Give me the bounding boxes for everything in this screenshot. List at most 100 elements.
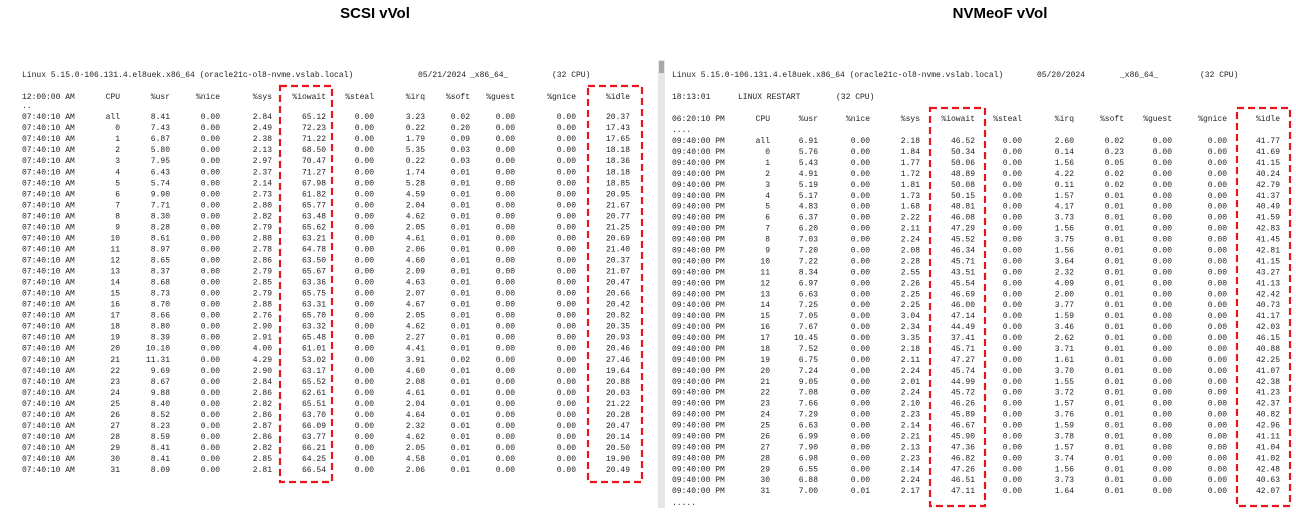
scrollbar-thumb: [659, 61, 664, 73]
table-cell: 0.00: [496, 389, 515, 398]
table-cell: 0.00: [1153, 443, 1172, 452]
table-cell: 0.00: [355, 279, 374, 288]
table-cell: 0.00: [851, 181, 870, 190]
column-header: CPU: [756, 115, 771, 124]
table-cell: 4.91: [799, 170, 818, 179]
table-cell: 25: [110, 400, 120, 409]
table-cell: 0.00: [851, 312, 870, 321]
table-cell: 0.00: [1003, 367, 1022, 376]
table-cell: 18: [110, 323, 120, 332]
table-cell: 2.10: [901, 400, 920, 409]
table-cell: 0.00: [355, 157, 374, 166]
table-cell: 0.00: [557, 157, 576, 166]
table-cell: 0.01: [1105, 279, 1124, 288]
table-cell: 0.00: [496, 245, 515, 254]
table-cell: 29: [760, 465, 770, 474]
table-cell: 71.22: [302, 135, 326, 144]
table-cell: 2: [115, 146, 120, 155]
table-cell: 0.00: [557, 356, 576, 365]
table-cell: 07:40:10 AM: [22, 212, 75, 221]
table-cell: 61.82: [302, 190, 326, 199]
table-cell: 3.73: [1055, 214, 1074, 223]
table-cell: 09:40:00 PM: [672, 181, 725, 190]
table-cell: 31: [760, 487, 770, 496]
table-cell: 0.00: [496, 444, 515, 453]
table-cell: 0.00: [1003, 247, 1022, 256]
table-cell: 0.00: [1208, 203, 1227, 212]
table-cell: 0.00: [1003, 279, 1022, 288]
table-cell: 53.02: [302, 356, 326, 365]
table-cell: 0.00: [851, 290, 870, 299]
table-cell: 6.75: [799, 356, 818, 365]
table-cell: 0.20: [451, 124, 470, 133]
table-cell: 15: [110, 290, 120, 299]
table-cell: 0.00: [557, 444, 576, 453]
table-cell: 07:40:10 AM: [22, 113, 75, 122]
highlight-box: [278, 84, 334, 484]
table-cell: 65.77: [302, 201, 326, 210]
table-cell: 0.00: [496, 190, 515, 199]
table-cell: 0.00: [201, 389, 220, 398]
table-cell: 0.00: [1153, 378, 1172, 387]
table-cell: 2.26: [901, 279, 920, 288]
table-cell: 0.00: [1153, 192, 1172, 201]
table-cell: 63.50: [302, 256, 326, 265]
table-cell: 0.00: [496, 135, 515, 144]
table-cell: 0.00: [557, 234, 576, 243]
table-cell: 0.00: [1153, 268, 1172, 277]
table-cell: 0.00: [1003, 400, 1022, 409]
table-cell: 4.58: [406, 455, 425, 464]
table-cell: 41.07: [1256, 367, 1280, 376]
table-cell: 2.13: [253, 146, 272, 155]
table-cell: 4.63: [406, 279, 425, 288]
table-cell: 42.38: [1256, 378, 1280, 387]
table-cell: 0.00: [1208, 192, 1227, 201]
table-cell: 2.85: [253, 455, 272, 464]
table-cell: 70.47: [302, 157, 326, 166]
table-cell: 0.00: [201, 345, 220, 354]
table-cell: 0.00: [851, 454, 870, 463]
table-cell: 43.27: [1256, 268, 1280, 277]
table-cell: 2.34: [901, 323, 920, 332]
table-cell: 0.01: [451, 279, 470, 288]
table-cell: 2.80: [253, 201, 272, 210]
table-cell: 4.62: [406, 323, 425, 332]
table-cell: 0.01: [1105, 389, 1124, 398]
table-cell: 2.32: [1055, 268, 1074, 277]
table-cell: 0.00: [1208, 148, 1227, 157]
table-cell: 30: [760, 476, 770, 485]
table-cell: 3.74: [1055, 454, 1074, 463]
table-cell: 07:40:10 AM: [22, 179, 75, 188]
table-cell: 2.32: [406, 422, 425, 431]
table-cell: 0.00: [201, 234, 220, 243]
table-cell: 7.67: [799, 323, 818, 332]
table-cell: 4.83: [799, 203, 818, 212]
table-cell: 22: [110, 367, 120, 376]
table-cell: 23: [110, 378, 120, 387]
table-cell: 20.37: [606, 113, 630, 122]
table-cell: 3.46: [1055, 323, 1074, 332]
table-cell: 68.50: [302, 146, 326, 155]
table-cell: 0.01: [1105, 236, 1124, 245]
table-cell: 0.00: [496, 367, 515, 376]
table-cell: 65.12: [302, 113, 326, 122]
table-cell: 4.64: [406, 411, 425, 420]
table-cell: 0.00: [851, 301, 870, 310]
table-cell: 2.14: [253, 179, 272, 188]
table-cell: 19.64: [606, 367, 630, 376]
table-cell: 0.00: [851, 334, 870, 343]
table-cell: 0.00: [851, 476, 870, 485]
table-cell: 8.28: [151, 223, 170, 232]
table-cell: 0.00: [851, 203, 870, 212]
table-cell: 0.00: [557, 345, 576, 354]
table-cell: 6.91: [799, 137, 818, 146]
table-cell: 07:40:10 AM: [22, 190, 75, 199]
table-cell: 07:40:10 AM: [22, 466, 75, 475]
table-cell: 11: [110, 245, 120, 254]
table-cell: 0.00: [355, 212, 374, 221]
table-cell: 66.09: [302, 422, 326, 431]
table-cell: 41.02: [1256, 454, 1280, 463]
table-cell: 0.00: [1208, 345, 1227, 354]
table-cell: 9.05: [799, 378, 818, 387]
table-cell: 0.00: [1003, 389, 1022, 398]
